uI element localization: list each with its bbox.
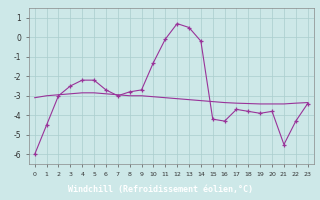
Text: Windchill (Refroidissement éolien,°C): Windchill (Refroidissement éolien,°C)	[68, 185, 252, 194]
